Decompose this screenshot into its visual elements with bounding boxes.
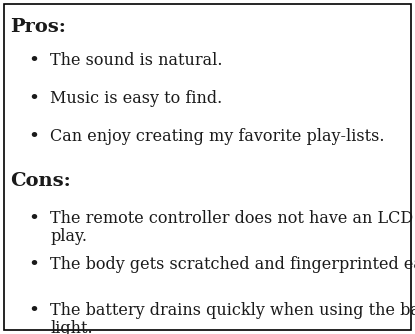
Text: light.: light.	[50, 320, 93, 334]
Text: The battery drains quickly when using the back-: The battery drains quickly when using th…	[50, 302, 415, 319]
Text: •: •	[28, 90, 39, 108]
Text: •: •	[28, 52, 39, 70]
Text: •: •	[28, 302, 39, 320]
Text: The remote controller does not have an LCD dis-: The remote controller does not have an L…	[50, 210, 415, 227]
Text: Cons:: Cons:	[10, 172, 71, 190]
Text: Music is easy to find.: Music is easy to find.	[50, 90, 222, 107]
FancyBboxPatch shape	[4, 4, 411, 330]
Text: play.: play.	[50, 228, 87, 245]
Text: The sound is natural.: The sound is natural.	[50, 52, 222, 69]
Text: The body gets scratched and fingerprinted easily.: The body gets scratched and fingerprinte…	[50, 256, 415, 273]
Text: •: •	[28, 256, 39, 274]
Text: •: •	[28, 128, 39, 146]
Text: •: •	[28, 210, 39, 228]
Text: Can enjoy creating my favorite play-lists.: Can enjoy creating my favorite play-list…	[50, 128, 385, 145]
Text: Pros:: Pros:	[10, 18, 66, 36]
